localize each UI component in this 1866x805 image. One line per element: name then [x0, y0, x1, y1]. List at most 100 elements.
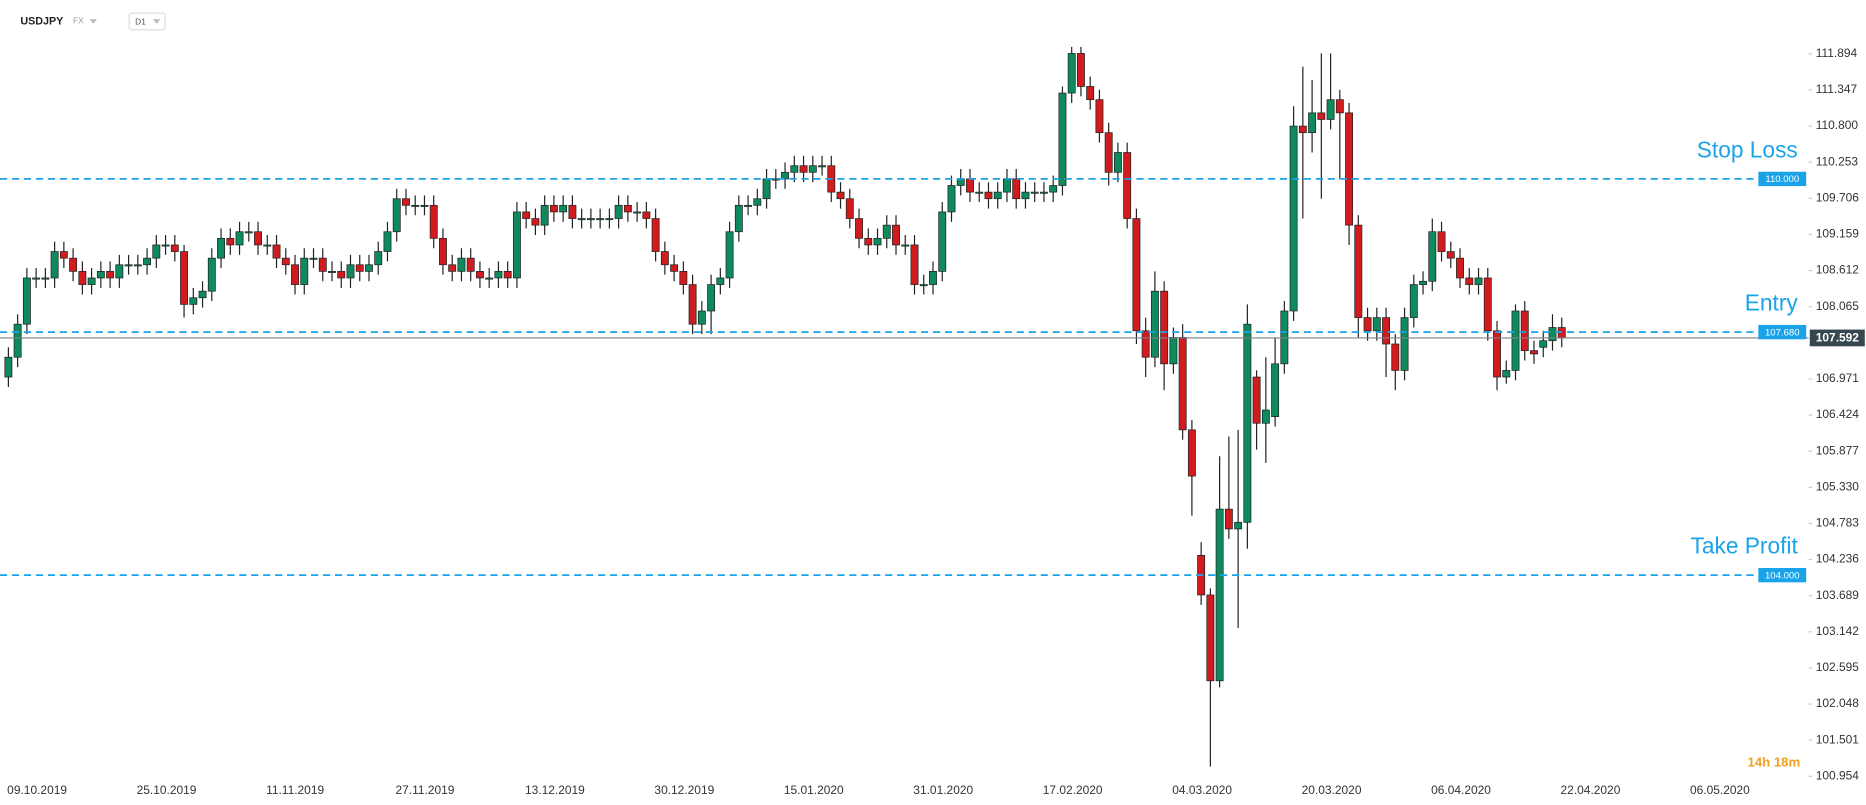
candle-body [1539, 340, 1548, 348]
candle-body [734, 204, 743, 233]
y-tick-label: 103.142 [1816, 624, 1860, 638]
candle-body [522, 211, 531, 219]
y-tick-label: 109.706 [1816, 190, 1860, 204]
candle-body [96, 271, 105, 279]
x-tick-label: 20.03.2020 [1302, 783, 1362, 797]
x-tick-label: 06.05.2020 [1690, 783, 1750, 797]
y-tick-label: 105.330 [1816, 479, 1860, 493]
candle-body [59, 251, 68, 259]
candle-body [1234, 521, 1243, 530]
candle-body [753, 198, 762, 206]
candle-body [716, 277, 725, 285]
candle-body [614, 204, 623, 219]
candle-body [143, 257, 152, 266]
market: FX [73, 16, 84, 26]
level-tag-label: 104.000 [1765, 570, 1800, 581]
level-tag [1758, 171, 1807, 187]
candle-body [540, 204, 549, 226]
y-tick-label: 110.800 [1816, 118, 1859, 132]
y-tick-label: 101.501 [1816, 732, 1860, 746]
candle-body [346, 264, 355, 279]
y-tick-label: 104.783 [1816, 516, 1860, 530]
level-label: Take Profit [1690, 533, 1798, 559]
candle-body [1012, 178, 1021, 200]
candle-body [69, 257, 78, 272]
level-tag-label: 107.680 [1765, 327, 1800, 338]
candle-body [1409, 284, 1418, 318]
candle-body [549, 204, 558, 213]
candle-body [688, 284, 697, 325]
candle-body [254, 231, 262, 246]
candle-body [836, 191, 845, 200]
candle-body [448, 264, 457, 272]
y-tick-label: 100.954 [1816, 768, 1860, 782]
y-tick-label: 106.971 [1816, 371, 1860, 385]
candle-body [1419, 280, 1427, 285]
candle-body [1446, 251, 1455, 259]
candle-body [115, 264, 124, 279]
candle-body [1483, 277, 1492, 332]
candle-body [50, 251, 59, 279]
candle-body [263, 244, 272, 247]
countdown: 14h 18m [1748, 755, 1801, 770]
candle-body [670, 264, 679, 272]
level-tag-label: 110.000 [1765, 174, 1799, 185]
candle-body [1243, 323, 1252, 523]
candle-body [87, 277, 96, 285]
candle-body [1437, 231, 1446, 252]
candle-body [494, 271, 503, 279]
x-tick-label: 09.10.2019 [7, 783, 67, 797]
candle-body [1298, 125, 1307, 134]
symbol: USDJPY [20, 15, 63, 27]
candle-body [180, 251, 189, 305]
candle-body [660, 251, 669, 266]
candle-body [1502, 370, 1511, 378]
candle-body [1021, 191, 1030, 200]
candle-body [1345, 112, 1354, 226]
y-tick-label: 111.894 [1816, 46, 1858, 60]
candle-body [1095, 99, 1104, 134]
candle-body [1382, 317, 1391, 345]
candle-body [799, 165, 808, 173]
candle-body [901, 244, 910, 247]
candle-body [1530, 350, 1538, 355]
candle-body [189, 297, 198, 305]
candle-body [1058, 92, 1067, 186]
candle-body [568, 204, 577, 219]
candle-body [1511, 310, 1520, 371]
candle-body [337, 271, 346, 279]
candle-body [586, 218, 595, 221]
candle-body [605, 218, 614, 221]
candle-body [993, 191, 1002, 200]
y-tick-label: 105.877 [1816, 443, 1860, 457]
candle-body [818, 165, 826, 168]
candle-body [235, 231, 244, 246]
candle-body [1224, 508, 1233, 530]
candle-body [217, 237, 225, 259]
candle-body [78, 271, 87, 285]
candle-body [392, 198, 401, 233]
candle-body [919, 284, 928, 287]
x-tick-label: 13.12.2019 [525, 783, 585, 797]
candle-body [762, 178, 771, 200]
market-dropdown[interactable] [89, 19, 97, 24]
candle-body [1132, 218, 1141, 332]
y-tick-label: 109.159 [1816, 227, 1860, 241]
timeframe-box[interactable] [128, 12, 166, 31]
candle-body [1104, 132, 1113, 173]
x-tick-label: 25.10.2019 [137, 783, 197, 797]
candle-body [873, 237, 882, 246]
candle-body [328, 271, 336, 273]
candle-body [226, 237, 235, 246]
candle-body [882, 224, 891, 239]
candle-body [411, 204, 420, 207]
y-tick-label: 111.347 [1816, 82, 1858, 96]
candle-body [1548, 327, 1557, 342]
candle-body [161, 244, 170, 247]
candle-body [596, 218, 605, 221]
candle-body [975, 191, 984, 194]
candle-body [1308, 112, 1317, 134]
last-price-label: 107.592 [1816, 331, 1860, 345]
candle-body [1076, 53, 1085, 87]
candle-body [1187, 429, 1196, 477]
